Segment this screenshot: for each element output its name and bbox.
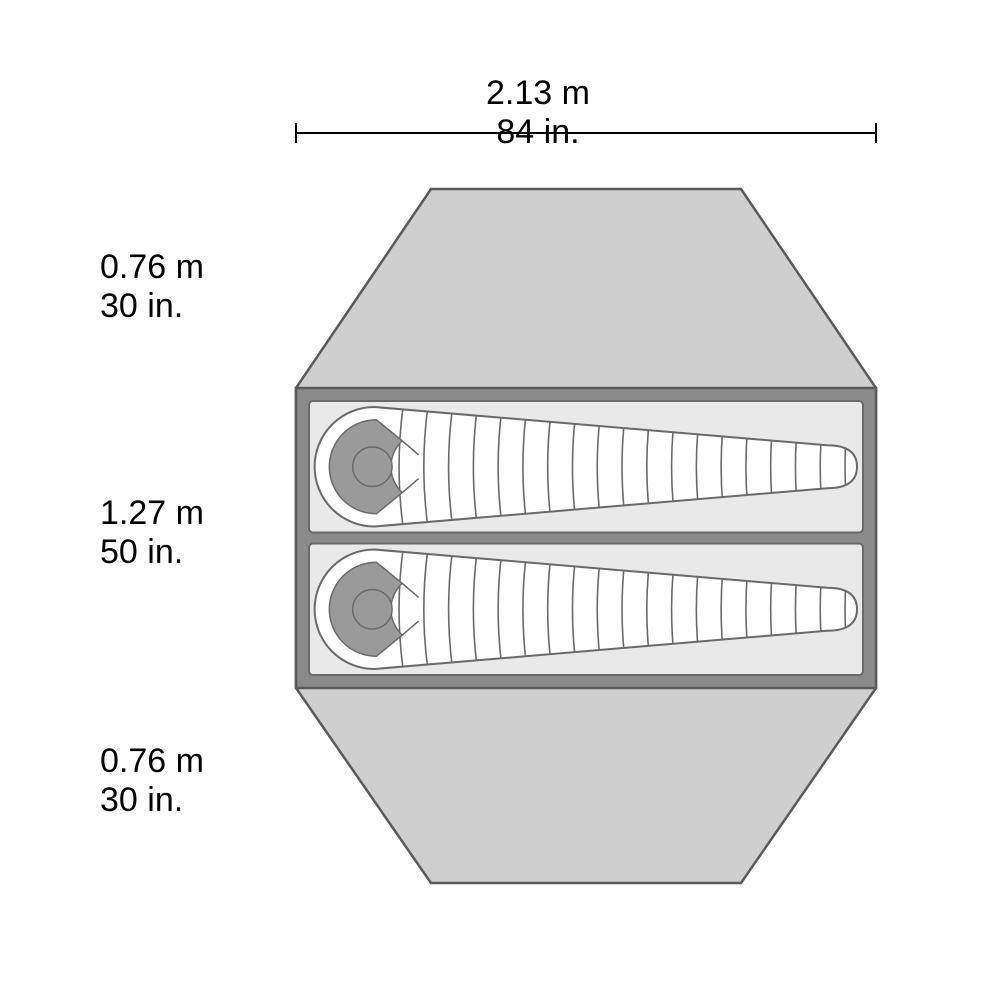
bottom-vestibule-label: 0.76 m 30 in.	[100, 742, 204, 820]
floor-m: 1.27 m	[100, 494, 204, 533]
vest-bot-in: 30 in.	[100, 781, 204, 820]
floor-height-label: 1.27 m 50 in.	[100, 494, 204, 572]
vest-top-m: 0.76 m	[100, 248, 204, 287]
width-dimension-label: 2.13 m 84 in.	[486, 74, 590, 152]
vest-top-in: 30 in.	[100, 287, 204, 326]
width-in: 84 in.	[486, 113, 590, 152]
vest-bot-m: 0.76 m	[100, 742, 204, 781]
floor-in: 50 in.	[100, 533, 204, 572]
top-vestibule-label: 0.76 m 30 in.	[100, 248, 204, 326]
tent-floorplan-diagram: 2.13 m 84 in. 0.76 m 30 in. 1.27 m 50 in…	[0, 0, 1000, 1000]
width-m: 2.13 m	[486, 74, 590, 113]
